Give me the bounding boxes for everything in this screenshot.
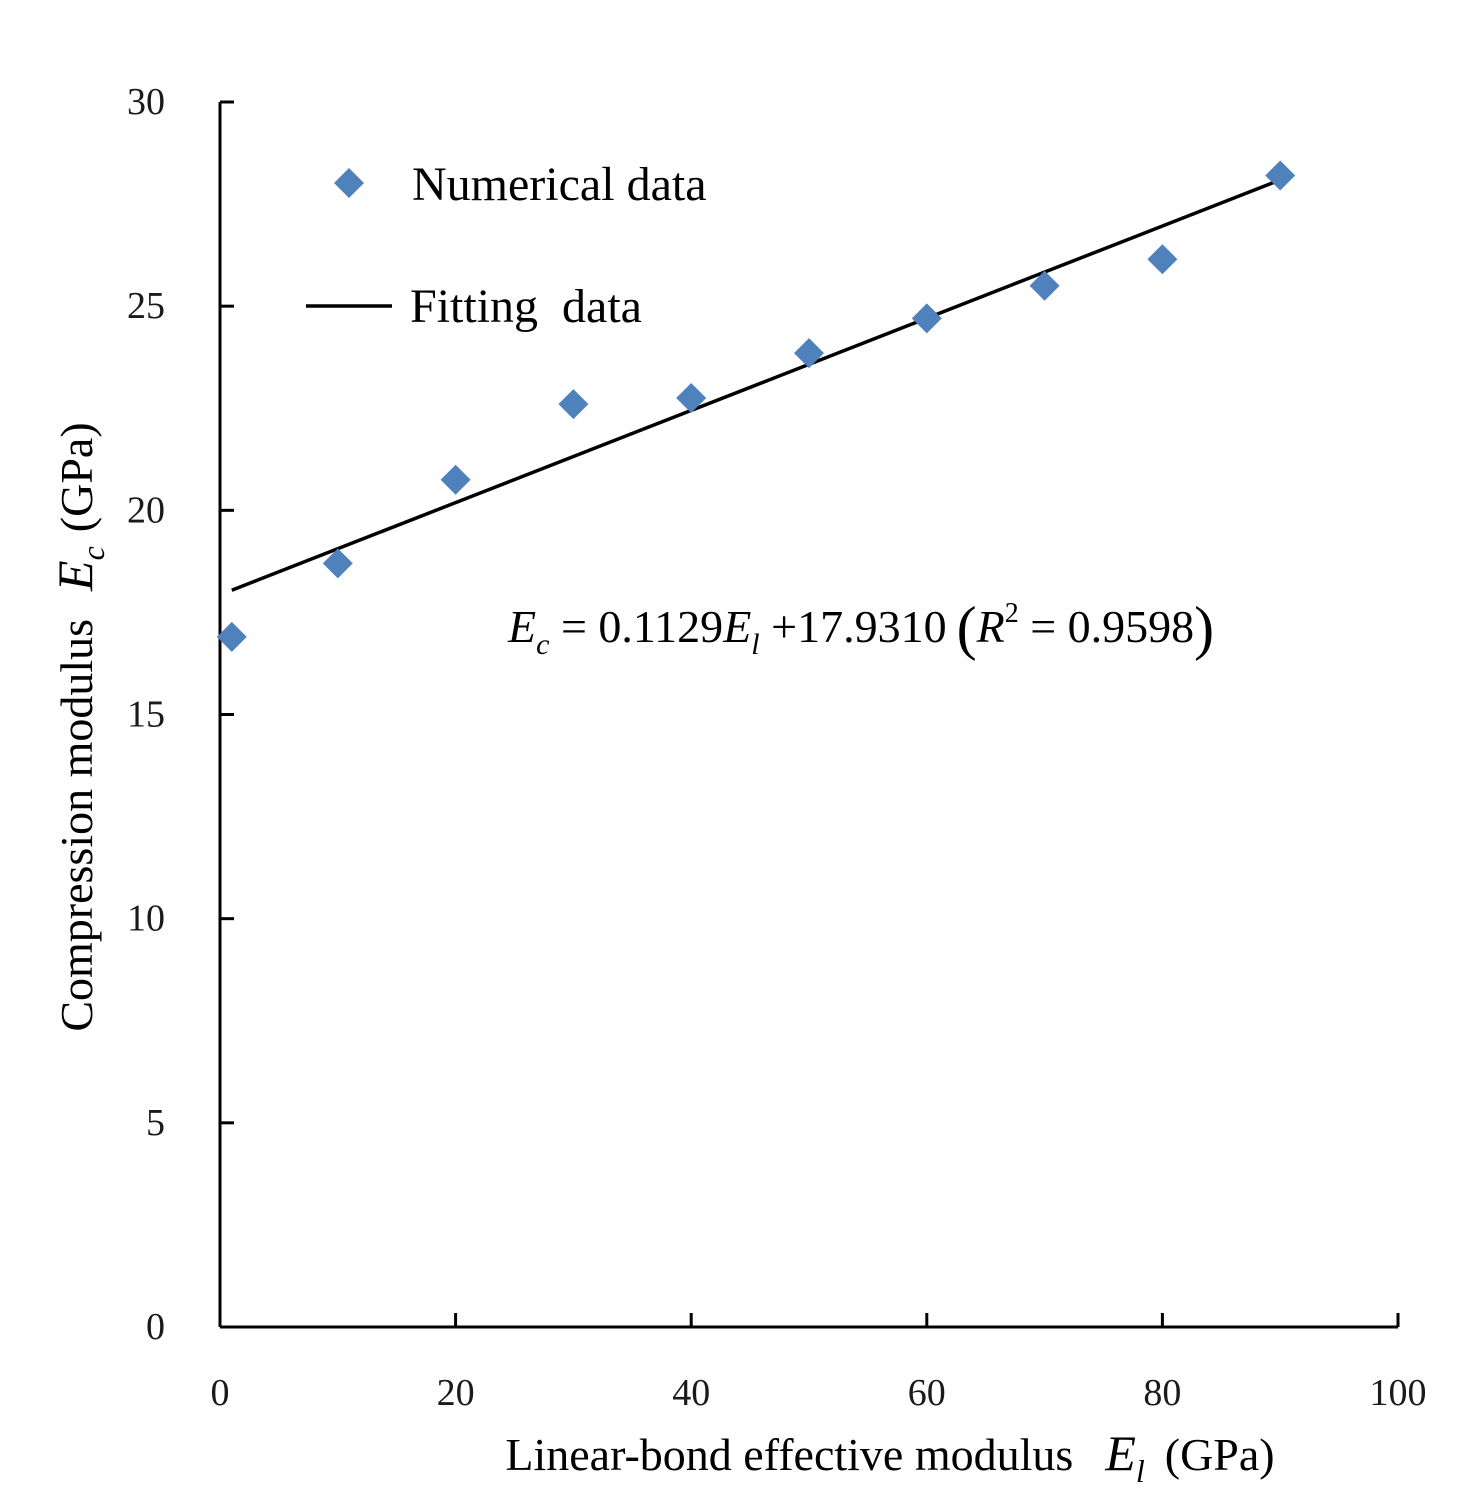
x-tick-label: 40: [672, 1372, 710, 1414]
eq-lhs-symbol: E: [507, 601, 536, 652]
legend-diamond-marker: [334, 168, 364, 198]
eq-lhs-sub: c: [536, 628, 549, 661]
x-tick-label: 20: [437, 1372, 475, 1414]
y-axis-title-text: Compression modulus: [51, 619, 102, 1032]
y-tick-label: 25: [127, 285, 165, 327]
data-point-diamond: [1029, 270, 1060, 301]
data-point-diamond: [322, 548, 353, 579]
fit-line-layer: [231, 178, 1281, 592]
eq-close-paren: ): [1194, 595, 1214, 661]
data-point-diamond: [794, 338, 824, 369]
x-axis-title-symbol: E: [1104, 1425, 1136, 1481]
eq-rhs-part2: +17.9310: [760, 601, 947, 652]
y-axis-title-group: Compression modulus Ec (GPa): [47, 422, 111, 1031]
ticks: 0 20 40 60 80 100 0 5 10 15 20 25 30: [127, 81, 1427, 1414]
y-tick-label: 5: [146, 1102, 165, 1144]
y-tick-label: 10: [127, 898, 165, 940]
eq-r-symbol: R: [976, 601, 1005, 652]
data-point-diamond: [911, 303, 942, 334]
data-point-diamond: [676, 383, 707, 414]
x-tick-label: 80: [1143, 1372, 1181, 1414]
y-axis-title-sub: c: [75, 546, 111, 560]
data-point-diamond: [216, 621, 247, 652]
y-tick-label: 20: [127, 489, 165, 531]
data-point-diamond: [440, 464, 471, 495]
x-axis-title-unit: (GPa): [1165, 1429, 1275, 1480]
legend: Numerical data Fitting data: [306, 158, 707, 333]
y-axis-title-symbol: E: [47, 560, 103, 592]
fit-line: [231, 178, 1281, 592]
legend-label-fitting: Fitting data: [410, 280, 642, 333]
eq-open-paren: (: [957, 595, 977, 661]
x-axis-title-sub: l: [1136, 1453, 1145, 1489]
eq-rhs-sub: l: [751, 628, 759, 661]
y-axis-title: Compression modulus Ec (GPa): [47, 422, 111, 1031]
fit-equation: Ec = 0.1129El +17.9310 (R2 = 0.9598): [507, 595, 1214, 661]
x-axis-title-text: Linear-bond effective modulus: [505, 1429, 1073, 1480]
eq-r-value: = 0.9598: [1019, 601, 1194, 652]
axes: [218, 102, 1398, 1329]
eq-rhs-part1: = 0.1129: [549, 601, 723, 652]
data-point-diamond: [1265, 160, 1296, 191]
data-point-diamond: [1147, 244, 1178, 275]
y-tick-label: 30: [127, 81, 165, 123]
x-tick-label: 60: [908, 1372, 946, 1414]
data-point-diamond: [558, 389, 589, 420]
legend-label-numerical: Numerical data: [412, 158, 707, 211]
eq-r-exp: 2: [1005, 598, 1019, 629]
x-tick-label: 100: [1370, 1372, 1427, 1414]
eq-rhs-symbol: E: [722, 601, 751, 652]
x-tick-label: 0: [211, 1372, 230, 1414]
x-axis-title: Linear-bond effective modulus El (GPa): [505, 1425, 1274, 1489]
data-points: [216, 160, 1296, 652]
y-tick-label: 0: [146, 1306, 165, 1348]
y-tick-label: 15: [127, 694, 165, 736]
y-axis-title-unit: (GPa): [51, 422, 102, 532]
